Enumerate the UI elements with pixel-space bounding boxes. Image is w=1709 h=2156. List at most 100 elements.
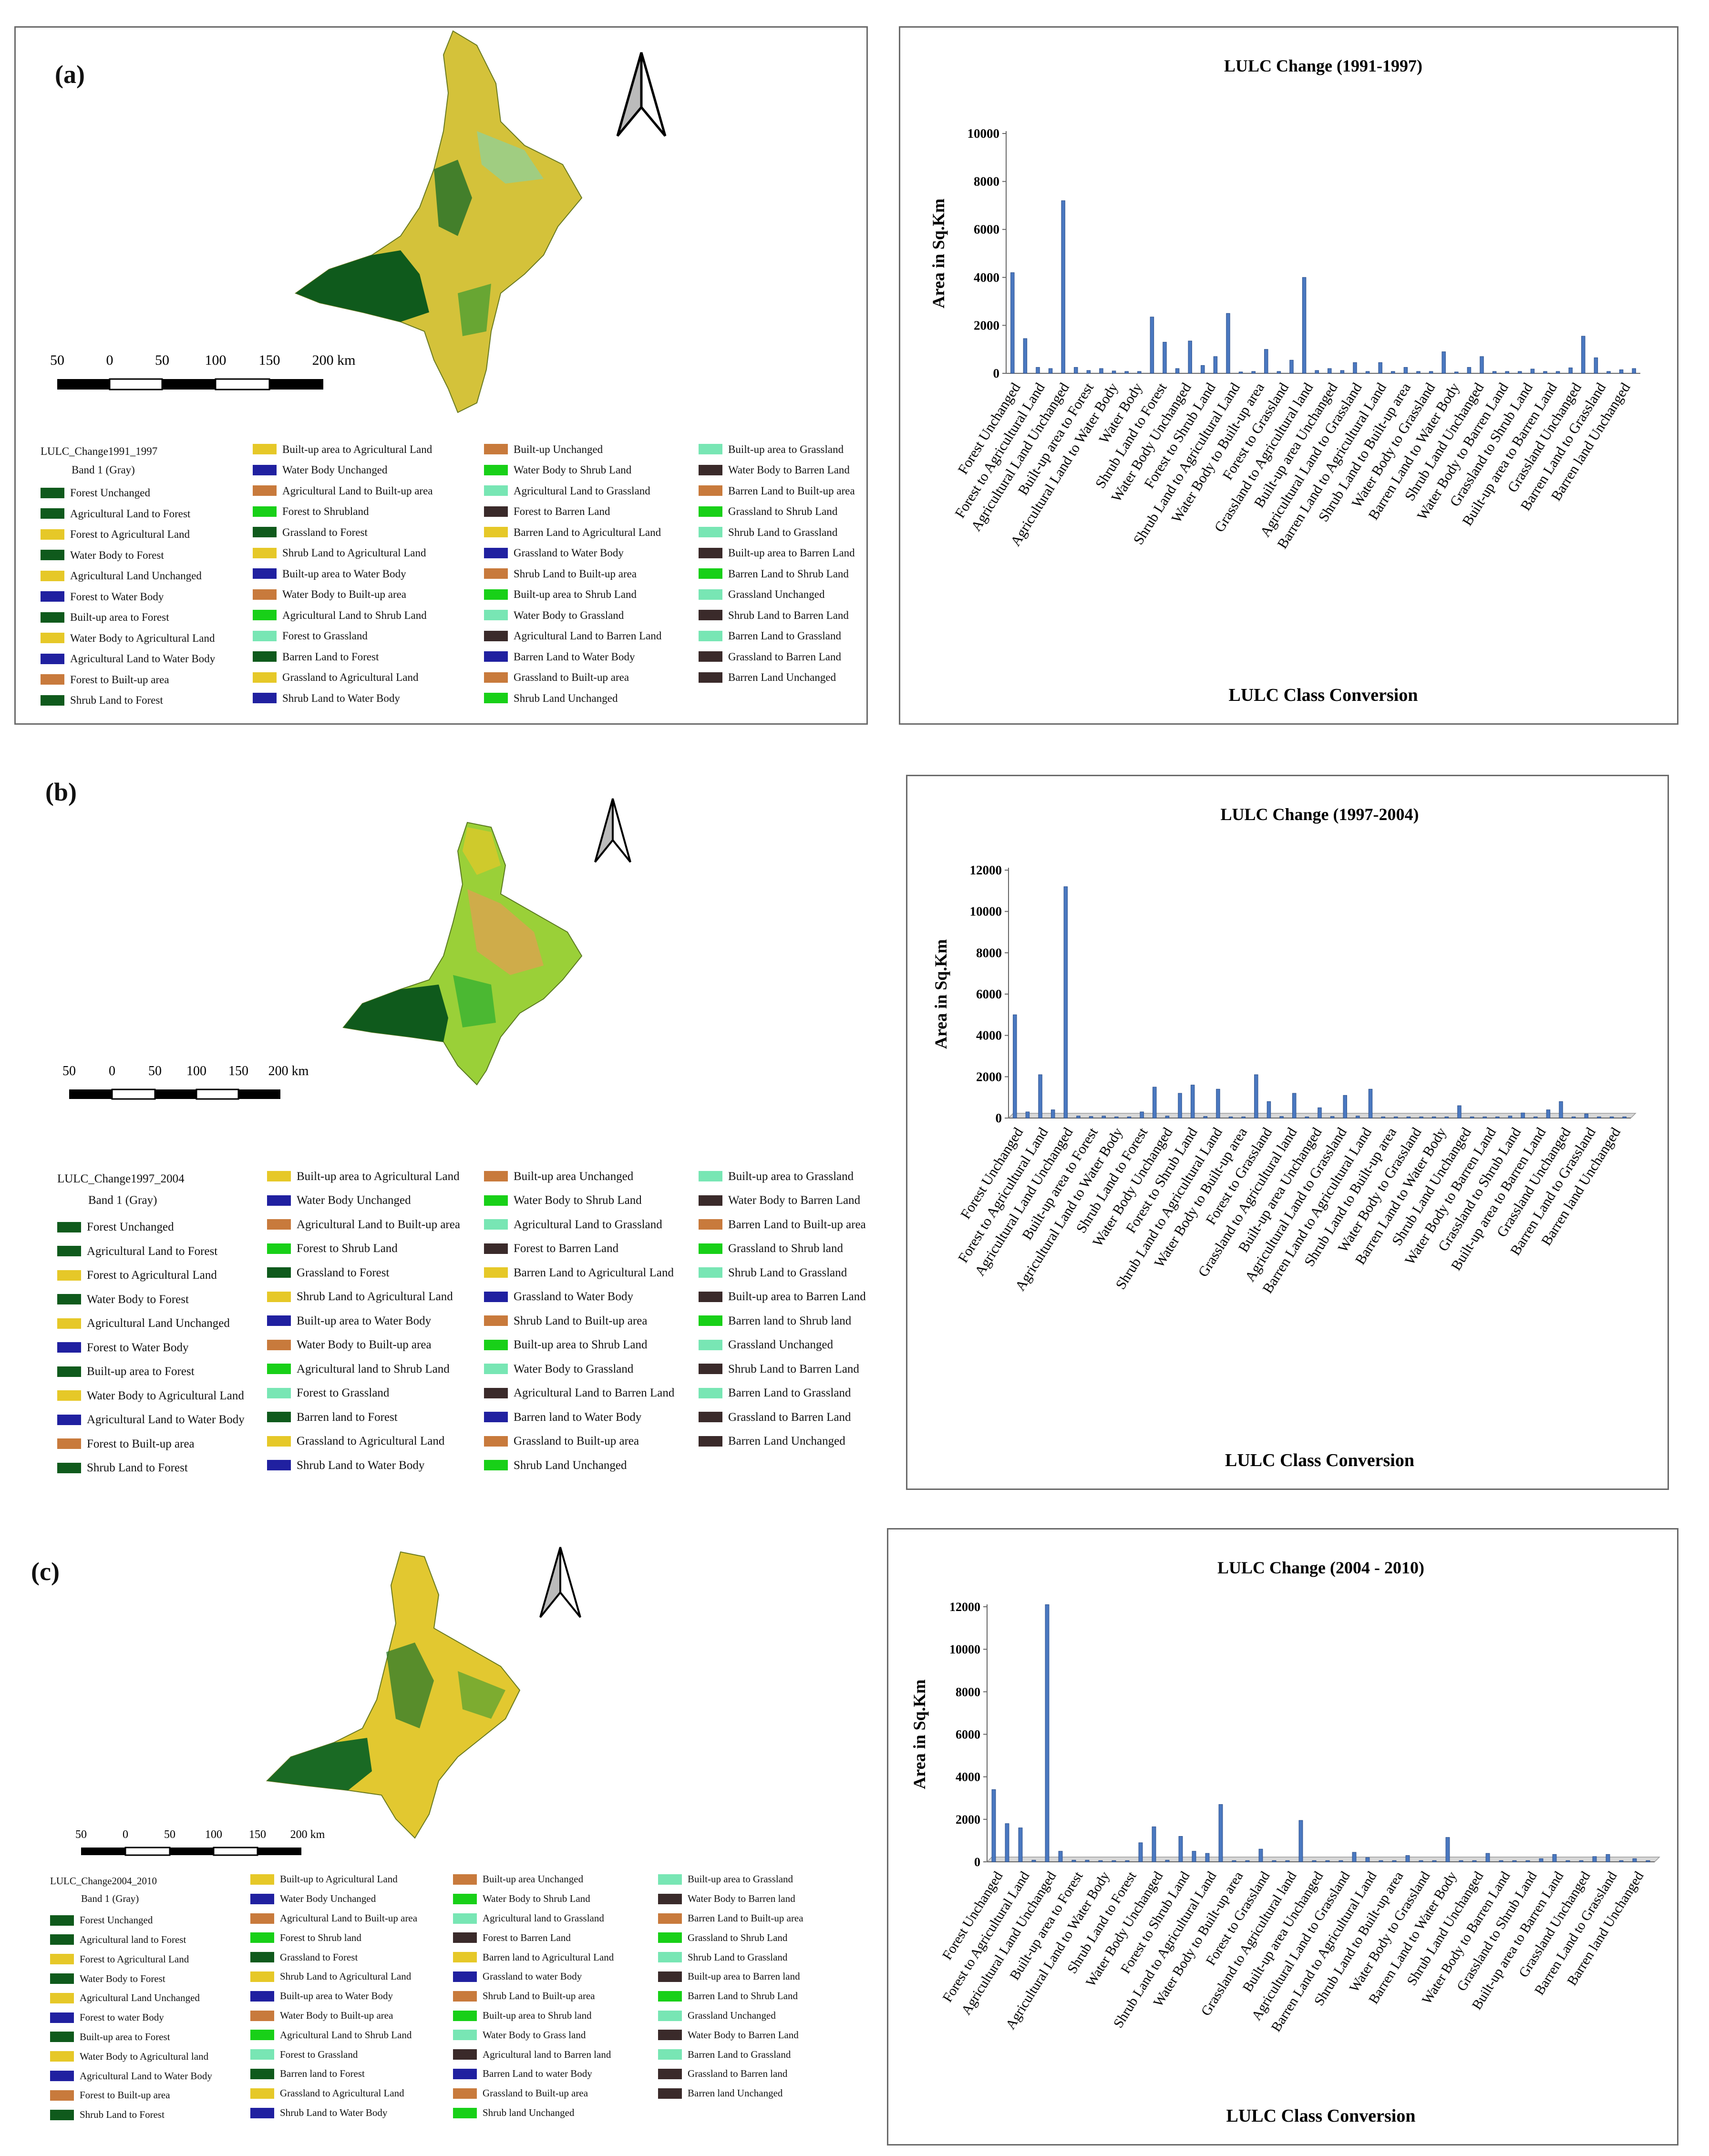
- legend-swatch: [699, 485, 722, 496]
- bar: [1277, 371, 1281, 374]
- legend-item: Grassland to Built-up area: [453, 2088, 588, 2099]
- bar: [1445, 1837, 1450, 1862]
- legend-item: Built-up area to Forest: [57, 1365, 195, 1377]
- bar: [1543, 371, 1547, 374]
- legend-label: Grassland to Forest: [280, 1951, 358, 1963]
- bar: [1592, 1856, 1597, 1862]
- legend-swatch: [484, 630, 508, 641]
- chart-title: LULC Change (1991-1997): [1224, 56, 1422, 75]
- legend-swatch: [699, 527, 722, 538]
- legend-label: Water Body to Agricultural Land: [87, 1389, 244, 1402]
- legend-item: Barren Land to Shrub Land: [699, 568, 849, 579]
- legend-item: Barren Land to Forest: [253, 651, 379, 662]
- legend-swatch: [699, 1364, 722, 1375]
- bar: [1023, 338, 1028, 374]
- bar: [1467, 367, 1472, 374]
- bar: [1539, 1858, 1544, 1862]
- legend-swatch: [484, 1339, 508, 1350]
- legend-item: Barren Land to Shrub Land: [658, 1991, 798, 2002]
- legend-swatch: [267, 1219, 291, 1230]
- bar: [1099, 368, 1103, 374]
- legend-swatch: [484, 672, 508, 683]
- legend-swatch: [41, 695, 64, 706]
- legend-swatch: [41, 570, 64, 581]
- x-axis-label: LULC Class Conversion: [1225, 1450, 1414, 1470]
- legend-item: Water Body to Forest: [57, 1294, 189, 1305]
- legend-item: Shrub Land to Water Body: [253, 693, 400, 704]
- legend-swatch: [484, 693, 508, 704]
- legend-item: Built-up area to Shrub land: [453, 2010, 592, 2021]
- bar: [1124, 371, 1129, 374]
- legend-swatch: [50, 2109, 74, 2120]
- legend-item: Barren land to Water Body: [484, 1411, 641, 1423]
- scale-label: 50: [164, 1828, 175, 1841]
- legend-swatch: [267, 1436, 291, 1447]
- legend-label: Shrub land Unchanged: [483, 2107, 575, 2119]
- scale-bar-a: 50 0 50 100 150 200 km: [50, 352, 355, 390]
- y-tick-label: 4000: [956, 1770, 980, 1784]
- legend-swatch: [658, 1874, 682, 1885]
- legend-swatch: [699, 630, 722, 641]
- legend-label: Grassland to Shrub Land: [688, 1931, 788, 1943]
- y-tick-label: 2000: [976, 1069, 1002, 1084]
- legend-label: Grassland to Barren land: [688, 2068, 788, 2080]
- bar: [1063, 886, 1068, 1119]
- legend-item: Shrub Land to Agricultural Land: [253, 547, 426, 558]
- scale-label: 50: [50, 352, 64, 368]
- bar: [1472, 1860, 1477, 1862]
- bar: [1228, 1116, 1233, 1119]
- bar: [1606, 1854, 1610, 1862]
- bar: [1013, 1014, 1017, 1119]
- bar: [1330, 1116, 1335, 1119]
- legend-label: Grassland to Barren Land: [728, 1410, 851, 1424]
- bar: [1568, 367, 1573, 374]
- legend-label: Built-up area to Grassland: [688, 1873, 793, 1885]
- bar: [1352, 1852, 1357, 1862]
- legend-item: Forest Unchanged: [50, 1915, 153, 1926]
- bar: [1365, 371, 1370, 374]
- legend-swatch: [453, 1913, 477, 1924]
- bar: [1203, 1116, 1208, 1119]
- y-tick-label: 12000: [970, 863, 1002, 877]
- scale-label: 0: [109, 1064, 115, 1078]
- bar: [1394, 1116, 1398, 1119]
- legend-label: Shrub Land to Grassland: [688, 1951, 788, 1963]
- legend-label: Forest to Barren Land: [483, 1931, 571, 1943]
- legend-swatch: [41, 633, 64, 643]
- legend-swatch: [484, 651, 508, 662]
- legend-label: Built-up area to Water Body: [280, 1990, 393, 2002]
- legend-swatch: [453, 2030, 477, 2041]
- legend-swatch: [267, 1339, 291, 1350]
- legend-swatch: [453, 1952, 477, 1963]
- legend-item: Grassland to Water Body: [484, 1291, 633, 1303]
- legend-swatch: [250, 2010, 274, 2021]
- bar: [1178, 1836, 1183, 1862]
- legend-item: Barren Land to Grassland: [699, 1387, 851, 1399]
- y-tick-label: 10000: [968, 126, 1000, 141]
- legend-label: Grassland to Shrub land: [728, 1242, 843, 1255]
- legend-item: Water Body to Agricultural Land: [41, 633, 215, 644]
- bar: [1579, 1860, 1584, 1862]
- map-c: [266, 1551, 521, 1839]
- bar: [1340, 370, 1345, 374]
- legend-label: Agricultural Land to Forest: [87, 1244, 218, 1258]
- legend-label: Water Body Unchanged: [297, 1194, 411, 1207]
- bar: [1594, 357, 1598, 374]
- legend-item: Forest to Barren Land: [453, 1932, 571, 1943]
- legend-label: Barren land to Forest: [297, 1410, 398, 1424]
- legend-label: Shrub Land Unchanged: [514, 1458, 627, 1472]
- scale-label: 100: [205, 352, 226, 368]
- legend-label: Water Body to Shrub Land: [514, 1194, 642, 1207]
- bar: [1025, 1111, 1030, 1119]
- legend-swatch: [699, 1195, 722, 1206]
- bar: [1368, 1088, 1373, 1119]
- legend-item: Built-up area to Barren Land: [699, 547, 855, 558]
- legend-title: LULC_Change1997_2004: [57, 1172, 185, 1185]
- bar: [1076, 1116, 1081, 1119]
- legend-label: Agricultural Land to Shrub Land: [280, 2029, 412, 2041]
- bar: [1485, 1853, 1490, 1862]
- y-tick-label: 6000: [956, 1728, 980, 1742]
- legend-label: Agricultural Land to Water Body: [87, 1413, 245, 1426]
- legend-label: Barren land to Shrub land: [728, 1314, 852, 1327]
- bar: [1419, 1860, 1423, 1862]
